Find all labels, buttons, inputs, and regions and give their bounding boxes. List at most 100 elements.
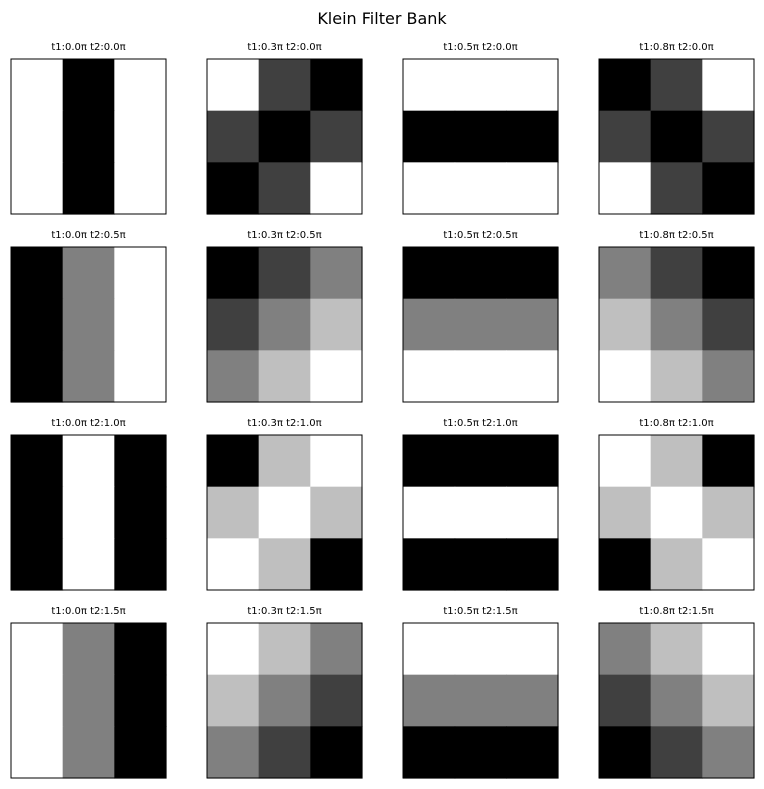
heatmap-cell <box>454 623 507 676</box>
heatmap-cell <box>702 726 755 779</box>
heatmap-cell <box>702 486 755 539</box>
heatmap-cell <box>207 486 260 539</box>
heatmap-cell <box>506 162 559 215</box>
heatmap-cell <box>403 110 456 163</box>
filter-panel: t1:0.0π t2:1.0π <box>10 418 167 591</box>
heatmap-cell <box>258 59 311 112</box>
heatmap-cell <box>650 350 703 403</box>
heatmap-cell <box>114 486 167 539</box>
heatmap-cell <box>650 298 703 351</box>
heatmap-cell <box>702 350 755 403</box>
heatmap-cell <box>599 486 652 539</box>
filter-panel: t1:0.8π t2:1.5π <box>598 606 755 779</box>
panel-frame <box>598 434 755 591</box>
heatmap-cell <box>11 623 64 676</box>
heatmap-cell <box>310 298 363 351</box>
filter-panel: t1:0.3π t2:1.5π <box>206 606 363 779</box>
heatmap-cell <box>599 538 652 591</box>
heatmap-cell <box>599 110 652 163</box>
panel-title: t1:0.0π t2:0.0π <box>51 42 125 53</box>
heatmap-cell <box>702 110 755 163</box>
heatmap-cell <box>11 350 64 403</box>
heatmap-cell <box>454 486 507 539</box>
heatmap-cell <box>207 298 260 351</box>
heatmap-cell <box>62 59 115 112</box>
panel-frame <box>206 58 363 215</box>
heatmap-cell <box>114 247 167 300</box>
heatmap-cell <box>454 59 507 112</box>
heatmap-cell <box>702 162 755 215</box>
heatmap-cell <box>62 350 115 403</box>
panel-frame <box>206 434 363 591</box>
heatmap-cell <box>114 162 167 215</box>
heatmap-cell <box>258 623 311 676</box>
heatmap-cell <box>207 435 260 488</box>
heatmap-cell <box>403 726 456 779</box>
heatmap-cell <box>258 350 311 403</box>
panel-frame <box>10 58 167 215</box>
heatmap-cell <box>62 623 115 676</box>
panel-frame <box>598 622 755 779</box>
heatmap-cell <box>650 726 703 779</box>
heatmap-cell <box>650 247 703 300</box>
heatmap-cell <box>258 674 311 727</box>
heatmap-cell <box>62 162 115 215</box>
heatmap-cell <box>114 623 167 676</box>
panel-title: t1:0.3π t2:0.0π <box>247 42 321 53</box>
heatmap-cell <box>258 110 311 163</box>
panel-title: t1:0.3π t2:0.5π <box>247 230 321 241</box>
heatmap-cell <box>599 350 652 403</box>
heatmap-cell <box>114 435 167 488</box>
panel-title: t1:0.8π t2:0.0π <box>639 42 713 53</box>
heatmap-cell <box>599 674 652 727</box>
heatmap-cell <box>207 59 260 112</box>
heatmap-cell <box>702 623 755 676</box>
heatmap-cell <box>11 110 64 163</box>
panel-title: t1:0.8π t2:1.5π <box>639 606 713 617</box>
heatmap-cell <box>310 623 363 676</box>
heatmap-cell <box>207 247 260 300</box>
heatmap-cell <box>702 298 755 351</box>
heatmap-cell <box>702 435 755 488</box>
panel-frame <box>402 246 559 403</box>
figure-title: Klein Filter Bank <box>317 9 447 28</box>
heatmap-cell <box>454 674 507 727</box>
heatmap-cell <box>62 298 115 351</box>
heatmap-cell <box>114 726 167 779</box>
panel-frame <box>10 434 167 591</box>
heatmap-cell <box>599 298 652 351</box>
heatmap-cell <box>114 59 167 112</box>
filter-panel: t1:0.5π t2:1.0π <box>402 418 559 591</box>
heatmap-cell <box>506 674 559 727</box>
filter-panel: t1:0.3π t2:1.0π <box>206 418 363 591</box>
panel-frame <box>598 58 755 215</box>
heatmap-cell <box>62 486 115 539</box>
heatmap-cell <box>506 726 559 779</box>
heatmap-cell <box>258 435 311 488</box>
heatmap-cell <box>62 726 115 779</box>
filter-panel: t1:0.5π t2:0.0π <box>402 42 559 215</box>
filter-panel: t1:0.8π t2:1.0π <box>598 418 755 591</box>
heatmap-cell <box>310 110 363 163</box>
heatmap-cell <box>650 162 703 215</box>
panel-title: t1:0.0π t2:1.5π <box>51 606 125 617</box>
panel-frame <box>206 246 363 403</box>
panel-frame <box>10 622 167 779</box>
heatmap-cell <box>403 350 456 403</box>
filter-panel: t1:0.8π t2:0.5π <box>598 230 755 403</box>
panel-title: t1:0.3π t2:1.0π <box>247 418 321 429</box>
heatmap-cell <box>650 538 703 591</box>
heatmap-cell <box>114 350 167 403</box>
heatmap-cell <box>207 350 260 403</box>
heatmap-cell <box>506 59 559 112</box>
heatmap-cell <box>403 486 456 539</box>
heatmap-cell <box>310 59 363 112</box>
heatmap-cell <box>650 435 703 488</box>
panel-frame <box>402 58 559 215</box>
heatmap-cell <box>454 162 507 215</box>
filter-panel: t1:0.0π t2:0.0π <box>10 42 167 215</box>
heatmap-cell <box>403 538 456 591</box>
heatmap-cell <box>310 486 363 539</box>
heatmap-cell <box>62 110 115 163</box>
